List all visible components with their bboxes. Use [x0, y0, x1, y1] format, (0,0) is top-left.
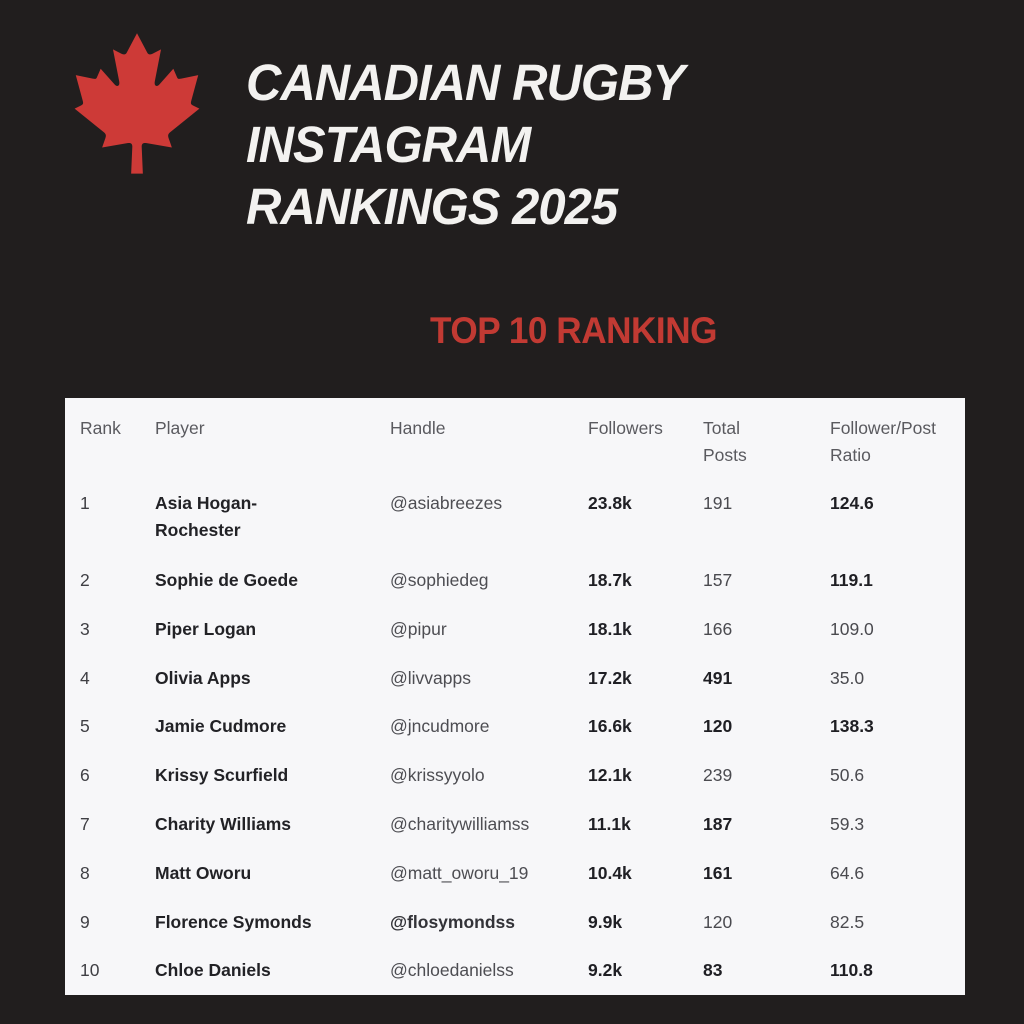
rankings-table: Rank Player Handle Followers Total Posts…: [65, 398, 965, 995]
section-subtitle: TOP 10 RANKING: [430, 310, 718, 351]
handle-cell: @chloedanielss: [390, 960, 514, 981]
player-cell: Piper Logan: [155, 618, 257, 639]
player-cell: Florence Symonds: [155, 911, 312, 932]
column-header-handle: Handle: [390, 418, 446, 438]
player-cell: Sophie de Goede: [155, 570, 298, 590]
table-row: 1 Asia Hogan- Rochester @asiabreezes 23.8k 1…: [80, 490, 965, 567]
rank-cell: 1: [80, 493, 90, 513]
ratio-cell: 50.6: [830, 765, 865, 786]
table-row: 2 Sophie de Goede @sophiedeg 18.7k 157 119.1: [80, 567, 965, 616]
total-posts-cell: 239: [703, 765, 733, 786]
column-header-followers: Followers: [588, 418, 663, 438]
ratio-cell: 109.0: [830, 618, 874, 639]
handle-cell: @charitywilliamss: [390, 813, 530, 834]
followers-cell: 9.9k: [588, 911, 623, 932]
rank-cell: 4: [80, 667, 90, 688]
ratio-cell: 119.1: [830, 570, 873, 590]
handle-cell: @matt_oworu_19: [390, 862, 529, 883]
handle-cell: @livvapps: [390, 667, 471, 688]
table-header-row: Rank Player Handle Followers Total Posts…: [80, 398, 965, 490]
player-cell: Matt Oworu: [155, 862, 252, 883]
table-row: 7 Charity Williams @charitywilliamss 11.1k 1…: [80, 811, 965, 860]
rank-cell: 10: [80, 960, 100, 981]
total-posts-cell: 187: [703, 813, 733, 834]
followers-cell: 17.2k: [588, 667, 632, 688]
total-posts-cell: 191: [703, 493, 733, 513]
handle-cell: @sophiedeg: [390, 570, 489, 590]
total-posts-cell: 491: [703, 667, 733, 688]
ratio-cell: 110.8: [830, 960, 873, 981]
rank-cell: 8: [80, 862, 90, 883]
total-posts-cell: 120: [703, 716, 733, 737]
followers-cell: 10.4k: [588, 862, 632, 883]
followers-cell: 18.7k: [588, 570, 632, 590]
player-cell: Asia Hogan- Rochester: [155, 493, 258, 540]
player-cell: Krissy Scurfield: [155, 765, 289, 786]
player-cell: Chloe Daniels: [155, 960, 271, 981]
page-title-line-3: RANKINGS 2025: [246, 178, 618, 235]
column-header-total-posts: Total Posts: [703, 418, 747, 465]
table-row: 4 Olivia Apps @livvapps 17.2k 491 35.0: [80, 665, 965, 714]
total-posts-cell: 161: [703, 862, 733, 883]
handle-cell: @flosymondss: [390, 911, 516, 932]
followers-cell: 18.1k: [588, 618, 632, 639]
total-posts-cell: 157: [703, 570, 733, 590]
table-body: 1 Asia Hogan- Rochester @asiabreezes 23.8k 1…: [80, 490, 965, 1006]
handle-cell: @krissyyolo: [390, 765, 485, 786]
followers-cell: 23.8k: [588, 493, 632, 513]
column-header-player: Player: [155, 418, 205, 438]
total-posts-cell: 166: [703, 618, 733, 639]
ratio-cell: 82.5: [830, 911, 865, 932]
handle-cell: @asiabreezes: [390, 493, 503, 513]
player-cell: Olivia Apps: [155, 667, 251, 688]
ratio-cell: 64.6: [830, 862, 865, 883]
followers-cell: 9.2k: [588, 960, 623, 981]
page-title-line-2: INSTAGRAM: [246, 116, 531, 173]
handle-cell: @jncudmore: [390, 716, 490, 737]
player-cell: Charity Williams: [155, 813, 291, 834]
ratio-cell: 59.3: [830, 813, 865, 834]
rank-cell: 3: [80, 618, 90, 639]
rank-cell: 2: [80, 570, 90, 590]
column-header-rank: Rank: [80, 418, 121, 438]
rank-cell: 9: [80, 911, 90, 932]
table-row: 5 Jamie Cudmore @jncudmore 16.6k 120 138.3: [80, 713, 965, 762]
page-title-line-1: CANADIAN RUGBY: [246, 54, 685, 111]
followers-cell: 16.6k: [588, 716, 632, 737]
total-posts-cell: 83: [703, 960, 723, 981]
table-row: 3 Piper Logan @pipur 18.1k 166 109.0: [80, 616, 965, 665]
table-row: 9 Florence Symonds @flosymondss 9.9k 120 82.5: [80, 909, 965, 958]
page-title: CANADIAN RUGBY INSTAGRAM RANKINGS 2025: [246, 52, 685, 238]
column-header-ratio: Follower/Post Ratio: [830, 418, 937, 465]
table-row: 6 Krissy Scurfield @krissyyolo 12.1k 239 50.6: [80, 762, 965, 811]
rank-cell: 7: [80, 813, 90, 834]
followers-cell: 12.1k: [588, 765, 632, 786]
table-row: 10 Chloe Daniels @chloedanielss 9.2k 83 110.8: [80, 957, 965, 1006]
maple-leaf-icon: [74, 33, 200, 174]
total-posts-cell: 120: [703, 911, 733, 932]
rank-cell: 5: [80, 716, 90, 737]
rank-cell: 6: [80, 765, 90, 786]
player-cell: Jamie Cudmore: [155, 716, 287, 737]
ratio-cell: 124.6: [830, 493, 874, 513]
followers-cell: 11.1k: [588, 813, 631, 834]
ratio-cell: 35.0: [830, 667, 865, 688]
table-row: 8 Matt Oworu @matt_oworu_19 10.4k 161 64.6: [80, 860, 965, 909]
ratio-cell: 138.3: [830, 716, 874, 737]
handle-cell: @pipur: [390, 618, 447, 639]
